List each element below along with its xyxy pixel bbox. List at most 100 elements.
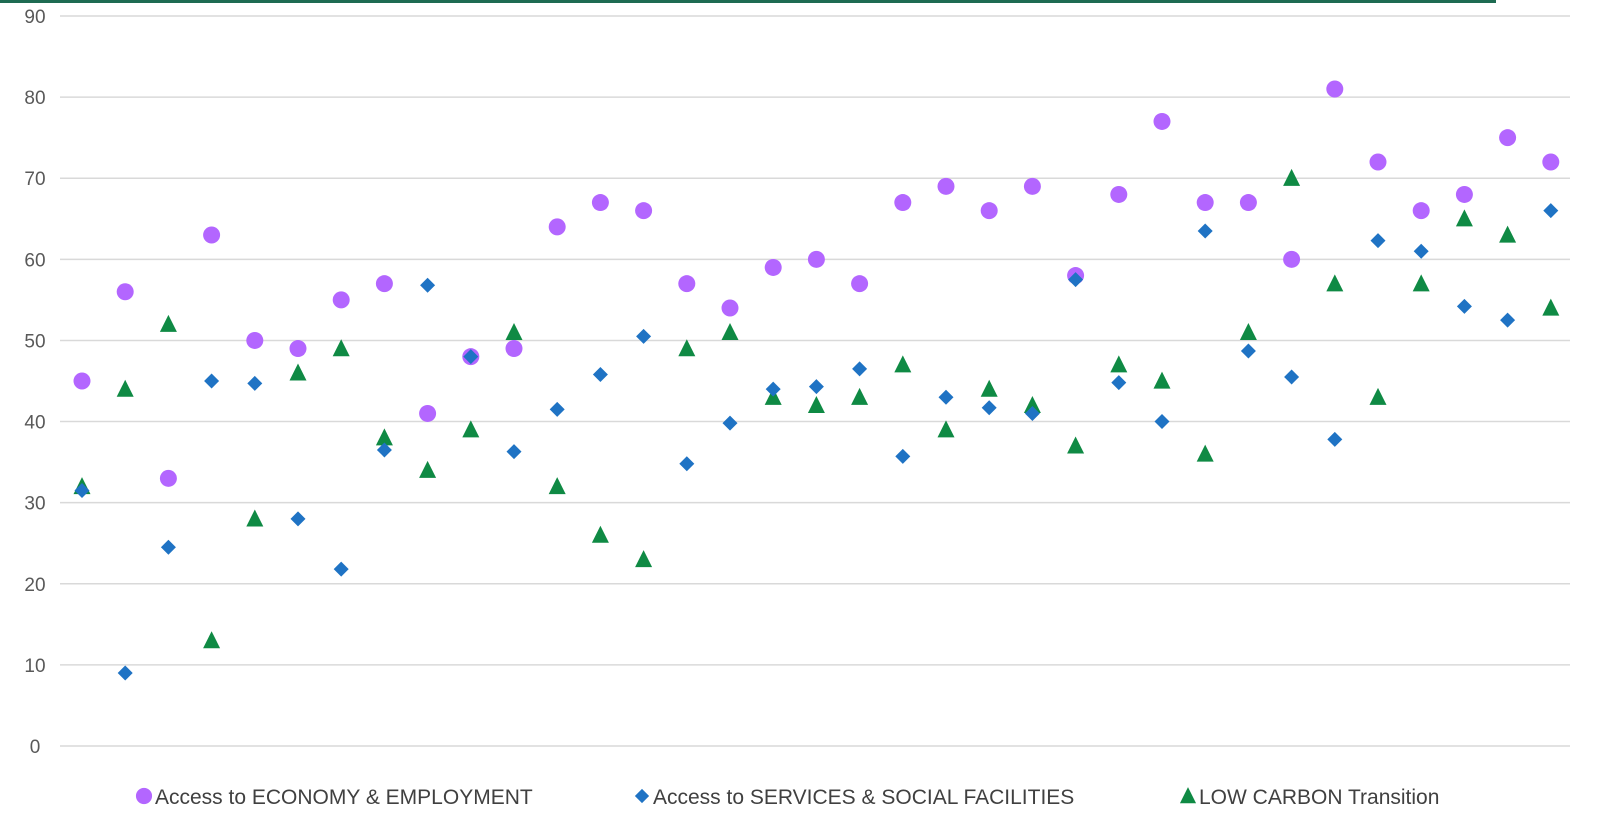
data-points <box>73 80 1560 681</box>
y-axis-tick-labels: 0 10 20 30 40 50 60 70 80 90 <box>24 7 45 758</box>
data-point-diamond <box>1413 243 1429 259</box>
data-point-triangle <box>937 420 955 438</box>
data-point-diamond <box>1456 298 1472 314</box>
data-point-circle <box>1153 112 1171 130</box>
data-point-triangle <box>1283 168 1301 186</box>
data-point-circle <box>937 177 955 195</box>
data-point-diamond <box>420 277 436 293</box>
data-point-circle <box>807 250 825 268</box>
data-point-circle <box>289 340 307 358</box>
data-point-circle <box>678 275 696 293</box>
data-point-circle <box>548 218 566 236</box>
data-point-diamond <box>765 381 781 397</box>
data-point-triangle <box>1067 436 1085 454</box>
data-point-triangle <box>1455 209 1473 227</box>
data-point-diamond <box>1284 369 1300 385</box>
data-point-triangle <box>419 460 437 478</box>
data-point-diamond <box>1197 223 1213 239</box>
data-point-diamond <box>636 328 652 344</box>
legend-marker-diamond <box>634 788 650 804</box>
data-point-diamond <box>808 379 824 395</box>
data-point-triangle <box>1499 225 1517 243</box>
data-point-circle <box>1369 153 1387 171</box>
data-point-diamond <box>247 375 263 391</box>
data-point-triangle <box>548 477 566 495</box>
y-tick-label: 30 <box>24 494 45 515</box>
data-point-circle <box>375 275 393 293</box>
y-tick-label: 70 <box>24 169 45 190</box>
data-point-triangle <box>807 395 825 413</box>
data-point-diamond <box>1500 312 1516 328</box>
data-point-circle <box>721 299 739 317</box>
y-tick-label: 50 <box>24 331 45 352</box>
data-point-diamond <box>74 483 90 498</box>
y-tick-label: 40 <box>24 413 45 434</box>
data-point-diamond <box>592 367 608 383</box>
data-point-diamond <box>679 456 695 472</box>
data-point-diamond <box>981 400 997 416</box>
data-point-circle <box>1412 202 1430 220</box>
y-tick-label: 80 <box>24 88 45 109</box>
data-point-circle <box>332 291 350 309</box>
gridlines <box>60 15 1570 747</box>
data-point-circle <box>1326 80 1344 98</box>
legend-label: Access to ECONOMY & EMPLOYMENT <box>155 786 533 809</box>
data-point-diamond <box>1154 414 1170 430</box>
data-point-triangle <box>635 550 653 568</box>
data-point-diamond <box>117 665 133 681</box>
data-point-triangle <box>980 379 998 397</box>
y-tick-label: 60 <box>24 250 45 271</box>
data-point-circle <box>635 202 653 220</box>
y-tick-label: 20 <box>24 575 45 596</box>
data-point-triangle <box>246 509 264 527</box>
data-point-circle <box>73 372 91 390</box>
y-tick-label: 90 <box>24 7 45 28</box>
data-point-triangle <box>289 363 307 381</box>
data-point-circle <box>419 404 437 422</box>
data-point-circle <box>851 275 869 293</box>
data-point-triangle <box>203 631 221 649</box>
data-point-circle <box>1455 185 1473 203</box>
data-point-triangle <box>851 387 869 405</box>
data-point-circle <box>1239 194 1257 212</box>
data-point-triangle <box>332 339 350 357</box>
data-point-triangle <box>678 339 696 357</box>
data-point-circle <box>203 226 221 244</box>
data-point-triangle <box>505 322 523 340</box>
data-point-circle <box>1283 250 1301 268</box>
y-tick-label: 0 <box>30 737 41 758</box>
data-point-diamond <box>463 349 479 365</box>
data-point-triangle <box>1369 387 1387 405</box>
data-point-circle <box>894 194 912 212</box>
data-point-triangle <box>375 428 393 446</box>
data-point-diamond <box>204 373 220 389</box>
legend-marker-circle <box>135 787 153 805</box>
legend: Access to ECONOMY & EMPLOYMENT Access to … <box>135 786 1439 809</box>
data-point-triangle <box>1326 274 1344 292</box>
data-point-circle <box>1499 129 1517 147</box>
data-point-triangle <box>894 355 912 373</box>
data-point-circle <box>246 331 264 349</box>
data-point-circle <box>1196 194 1214 212</box>
data-point-diamond <box>1370 233 1386 249</box>
data-point-triangle <box>1412 274 1430 292</box>
data-point-diamond <box>290 511 306 527</box>
data-point-diamond <box>1068 272 1084 288</box>
data-point-circle <box>1110 185 1128 203</box>
data-point-diamond <box>1024 405 1040 421</box>
data-point-circle <box>980 202 998 220</box>
data-point-diamond <box>506 444 522 460</box>
data-point-triangle <box>591 525 609 543</box>
data-point-diamond <box>160 539 176 555</box>
data-point-triangle <box>462 420 480 438</box>
data-point-triangle <box>721 322 739 340</box>
y-tick-label: 10 <box>24 656 45 677</box>
data-point-circle <box>1542 153 1560 171</box>
data-point-triangle <box>159 314 177 332</box>
data-point-circle <box>591 194 609 212</box>
data-point-diamond <box>1327 431 1343 447</box>
data-point-triangle <box>1023 395 1041 413</box>
data-point-circle <box>116 283 134 301</box>
